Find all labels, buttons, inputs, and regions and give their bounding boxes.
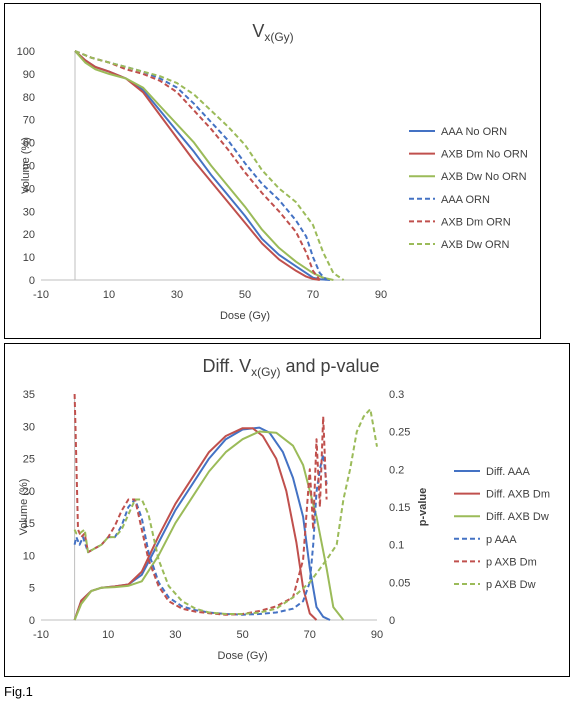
- x-axis-label: Dose (Gy): [220, 310, 270, 322]
- legend-label-diff-axb-dw: Diff. AXB Dw: [486, 511, 549, 523]
- series-line-axb-dw-no-orn: [74, 50, 334, 281]
- y-tick-label: 0: [29, 275, 35, 287]
- y-axis-label: Volume (%): [18, 479, 30, 536]
- x-tick-label: -10: [33, 289, 49, 301]
- legend-label-diff-aaa: Diff. AAA: [486, 466, 530, 478]
- y-tick-label: 15: [23, 518, 35, 530]
- y2-tick-label: 0.25: [389, 427, 410, 439]
- legend-label-axb-dm-no-orn: AXB Dm No ORN: [441, 149, 528, 161]
- y2-tick-label: 0.05: [389, 577, 410, 589]
- legend-label-aaa-no-orn: AAA No ORN: [441, 126, 507, 138]
- y2-tick-label: 0.2: [389, 464, 404, 476]
- y2-tick-label: 0.15: [389, 502, 410, 514]
- chart-panel-1: Vx(Gy) -10 10 30 50 70 90 0 10 20 30 40 50 60 70 80 90 10…: [4, 3, 541, 339]
- legend-label-p-aaa: p AAA: [486, 534, 517, 546]
- series-line-axb-dm-orn: [74, 50, 321, 281]
- chart-panel-2: Diff. Vx(Gy) and p-value -10 10 30 50 70 90 0 5 1…: [4, 343, 570, 677]
- x-tick-label: 50: [236, 629, 248, 641]
- y-tick-label: 100: [17, 46, 35, 58]
- chart-title-main: V: [252, 21, 264, 41]
- x-tick-label: 50: [239, 289, 251, 301]
- y-tick-label: 70: [23, 115, 35, 127]
- chart-title-subscript: x(Gy): [251, 365, 280, 379]
- x-tick-label: 10: [102, 629, 114, 641]
- y-axis-label: Volume (%): [20, 137, 32, 194]
- x-axis-label: Dose (Gy): [218, 650, 268, 662]
- series-line-diff-aaa: [73, 426, 331, 621]
- y-tick-label: 90: [23, 69, 35, 81]
- figure-label: Fig.1: [4, 684, 33, 699]
- chart-title: Vx(Gy): [252, 21, 293, 44]
- x-tick-label: 90: [371, 629, 383, 641]
- chart-title-subscript: x(Gy): [264, 30, 293, 44]
- y-tick-label: 0: [29, 615, 35, 627]
- x-tick-label: 30: [169, 629, 181, 641]
- series-line-axb-dw-orn: [74, 50, 345, 281]
- y2-tick-label: 0.3: [389, 389, 404, 401]
- legend-label-axb-dm-orn: AXB Dm ORN: [441, 216, 511, 228]
- series-line-p-axb-dm: [73, 393, 328, 616]
- legend-label-diff-axb-dm: Diff. AXB Dm: [486, 489, 550, 501]
- legend-label-p-axb-dw: p AXB Dw: [486, 579, 536, 591]
- y-tick-label: 60: [23, 138, 35, 150]
- y-tick-label: 35: [23, 389, 35, 401]
- x-tick-label: 90: [375, 289, 387, 301]
- x-tick-label: 10: [103, 289, 115, 301]
- y2-tick-label: 0.1: [389, 540, 404, 552]
- series-line-axb-dm-no-orn: [74, 50, 320, 281]
- legend-label-axb-dw-orn: AXB Dw ORN: [441, 239, 510, 251]
- y2-tick-label: 0: [389, 615, 395, 627]
- series-line-diff-axb-dm: [73, 427, 318, 621]
- y-tick-label: 10: [23, 550, 35, 562]
- series-line-p-aaa: [73, 453, 328, 616]
- y-tick-label: 5: [29, 583, 35, 595]
- y-tick-label: 20: [23, 229, 35, 241]
- chart-title-main: Diff. V: [202, 356, 251, 376]
- y-tick-label: 20: [23, 486, 35, 498]
- y-tick-label: 40: [23, 183, 35, 195]
- y-tick-label: 50: [23, 161, 35, 173]
- chart-title-tail: and p-value: [280, 356, 379, 376]
- y-tick-label: 30: [23, 421, 35, 433]
- chart-1-svg: Vx(Gy) -10 10 30 50 70 90 0 10 20 30 40 50 60 70 80 90 10…: [17, 21, 528, 322]
- legend-label-p-axb-dm: p AXB Dm: [486, 556, 537, 568]
- chart-2-svg: Diff. Vx(Gy) and p-value -10 10 30 50 70 90 0 5 1…: [18, 356, 550, 662]
- chart-title: Diff. Vx(Gy) and p-value: [202, 356, 379, 379]
- y-tick-label: 30: [23, 206, 35, 218]
- series-line-aaa-orn: [74, 50, 328, 281]
- series-line-aaa-no-orn: [74, 50, 331, 281]
- y-tick-label: 80: [23, 92, 35, 104]
- x-tick-label: 30: [171, 289, 183, 301]
- y-tick-label: 10: [23, 252, 35, 264]
- x-tick-label: 70: [304, 629, 316, 641]
- y-tick-label: 25: [23, 454, 35, 466]
- x-tick-label: 70: [307, 289, 319, 301]
- legend-label-aaa-orn: AAA ORN: [441, 194, 490, 206]
- x-tick-label: -10: [33, 629, 49, 641]
- legend-label-axb-dw-no-orn: AXB Dw No ORN: [441, 171, 527, 183]
- y2-axis-label: p-value: [417, 488, 429, 527]
